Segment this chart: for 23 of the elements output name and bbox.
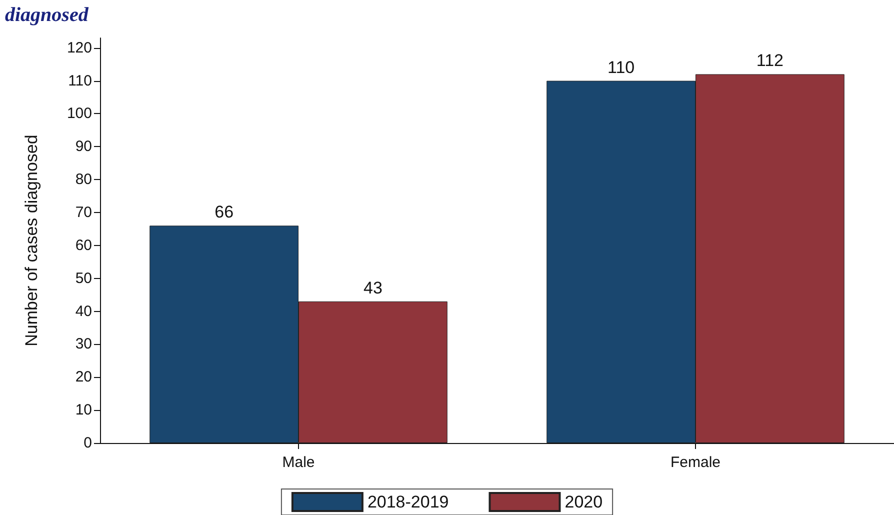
- y-tick-label: 110: [68, 72, 92, 90]
- y-tick-label: 90: [75, 138, 92, 156]
- y-tick-label: 50: [75, 270, 92, 287]
- y-tick-label: 30: [75, 336, 92, 353]
- data-label: 43: [363, 278, 382, 298]
- data-label: 110: [608, 58, 635, 77]
- legend-label: 2020: [564, 492, 603, 512]
- y-tick-label: 100: [66, 105, 92, 122]
- y-tick-label: 0: [84, 434, 92, 452]
- y-tick-label: 20: [75, 368, 92, 386]
- y-axis-title: Number of cases diagnosed: [22, 134, 41, 346]
- y-tick-label: 10: [75, 402, 92, 419]
- chart-title: diagnosed: [5, 4, 90, 26]
- y-tick-label: 120: [66, 39, 92, 56]
- data-label: 66: [214, 202, 234, 222]
- x-tick-label: Male: [282, 454, 315, 471]
- y-tick-label: 80: [75, 171, 92, 188]
- data-label: 112: [756, 51, 784, 70]
- x-tick-label: Female: [670, 454, 721, 471]
- legend-label: 2018-2019: [367, 492, 449, 512]
- y-tick-label: 70: [75, 204, 92, 222]
- y-tick-label: 60: [75, 236, 92, 254]
- y-tick-label: 40: [75, 302, 92, 320]
